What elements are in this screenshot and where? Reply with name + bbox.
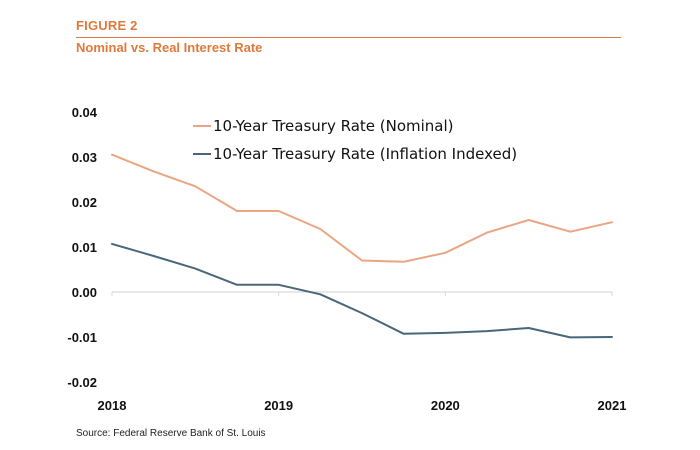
y-tick-label: 0.02 xyxy=(72,195,97,210)
y-tick-label: 0.01 xyxy=(72,240,97,255)
legend-label: 10-Year Treasury Rate (Nominal) xyxy=(213,117,454,135)
y-tick-label: 0.03 xyxy=(72,150,97,165)
y-tick-label: 0.04 xyxy=(72,105,98,120)
source-note: Source: Federal Reserve Bank of St. Loui… xyxy=(76,428,266,439)
figure-title: Nominal vs. Real Interest Rate xyxy=(76,40,263,55)
chart-legend: 10-Year Treasury Rate (Nominal) 10-Year T… xyxy=(193,117,517,163)
x-tick-label: 2019 xyxy=(264,398,293,413)
legend-label: 10-Year Treasury Rate (Inflation Indexed… xyxy=(213,145,517,163)
figure-label: FIGURE 2 xyxy=(76,18,138,33)
y-tick-label: -0.01 xyxy=(67,330,97,345)
series-line-nominal xyxy=(111,153,613,263)
y-tick-label: -0.02 xyxy=(67,375,97,390)
header-rule xyxy=(76,37,621,38)
x-tick-label: 2020 xyxy=(431,398,460,413)
x-tick-label: 2018 xyxy=(98,398,127,413)
series-line-inflation-indexed xyxy=(111,242,613,339)
y-tick-label: 0.00 xyxy=(72,285,97,300)
chart-series xyxy=(111,153,613,339)
x-tick-label: 2021 xyxy=(598,398,627,413)
